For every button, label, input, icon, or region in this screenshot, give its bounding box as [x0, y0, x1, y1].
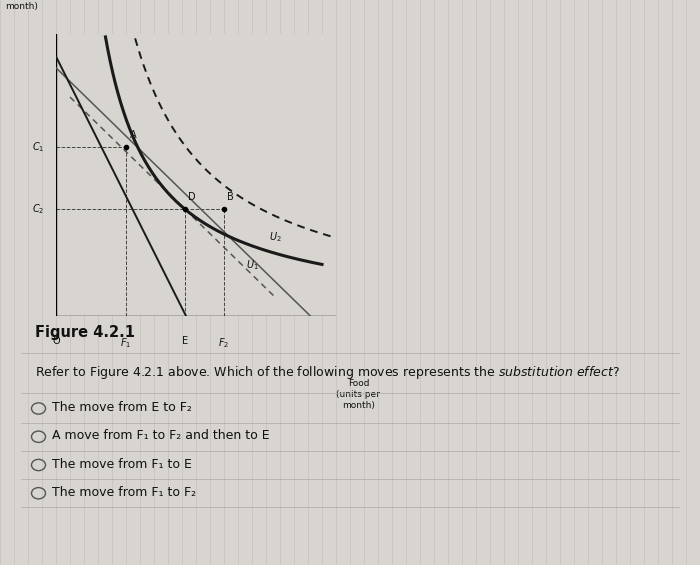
Text: Clothing
(units per
month): Clothing (units per month)	[6, 0, 50, 11]
Text: $C_1$: $C_1$	[32, 140, 45, 154]
Text: A: A	[130, 130, 136, 140]
Text: D: D	[188, 192, 195, 202]
Text: O: O	[52, 336, 60, 346]
Text: $U_1$: $U_1$	[246, 259, 259, 272]
Text: A move from F₁ to F₂ and then to E: A move from F₁ to F₂ and then to E	[52, 429, 270, 442]
Text: B: B	[227, 192, 234, 202]
Text: $F_1$: $F_1$	[120, 336, 132, 350]
Text: The move from F₁ to F₂: The move from F₁ to F₂	[52, 486, 197, 499]
Text: Figure 4.2.1: Figure 4.2.1	[35, 325, 135, 340]
Text: E: E	[182, 336, 188, 346]
Text: The move from F₁ to E: The move from F₁ to E	[52, 458, 192, 471]
Text: $U_2$: $U_2$	[269, 231, 281, 244]
Text: The move from E to F₂: The move from E to F₂	[52, 401, 192, 414]
Text: $C_2$: $C_2$	[32, 202, 45, 216]
Text: $F_2$: $F_2$	[218, 336, 230, 350]
Text: Food
(units per
month): Food (units per month)	[337, 379, 380, 410]
Text: Refer to Figure 4.2.1 above. Which of the following moves represents the $\mathi: Refer to Figure 4.2.1 above. Which of th…	[35, 364, 620, 381]
